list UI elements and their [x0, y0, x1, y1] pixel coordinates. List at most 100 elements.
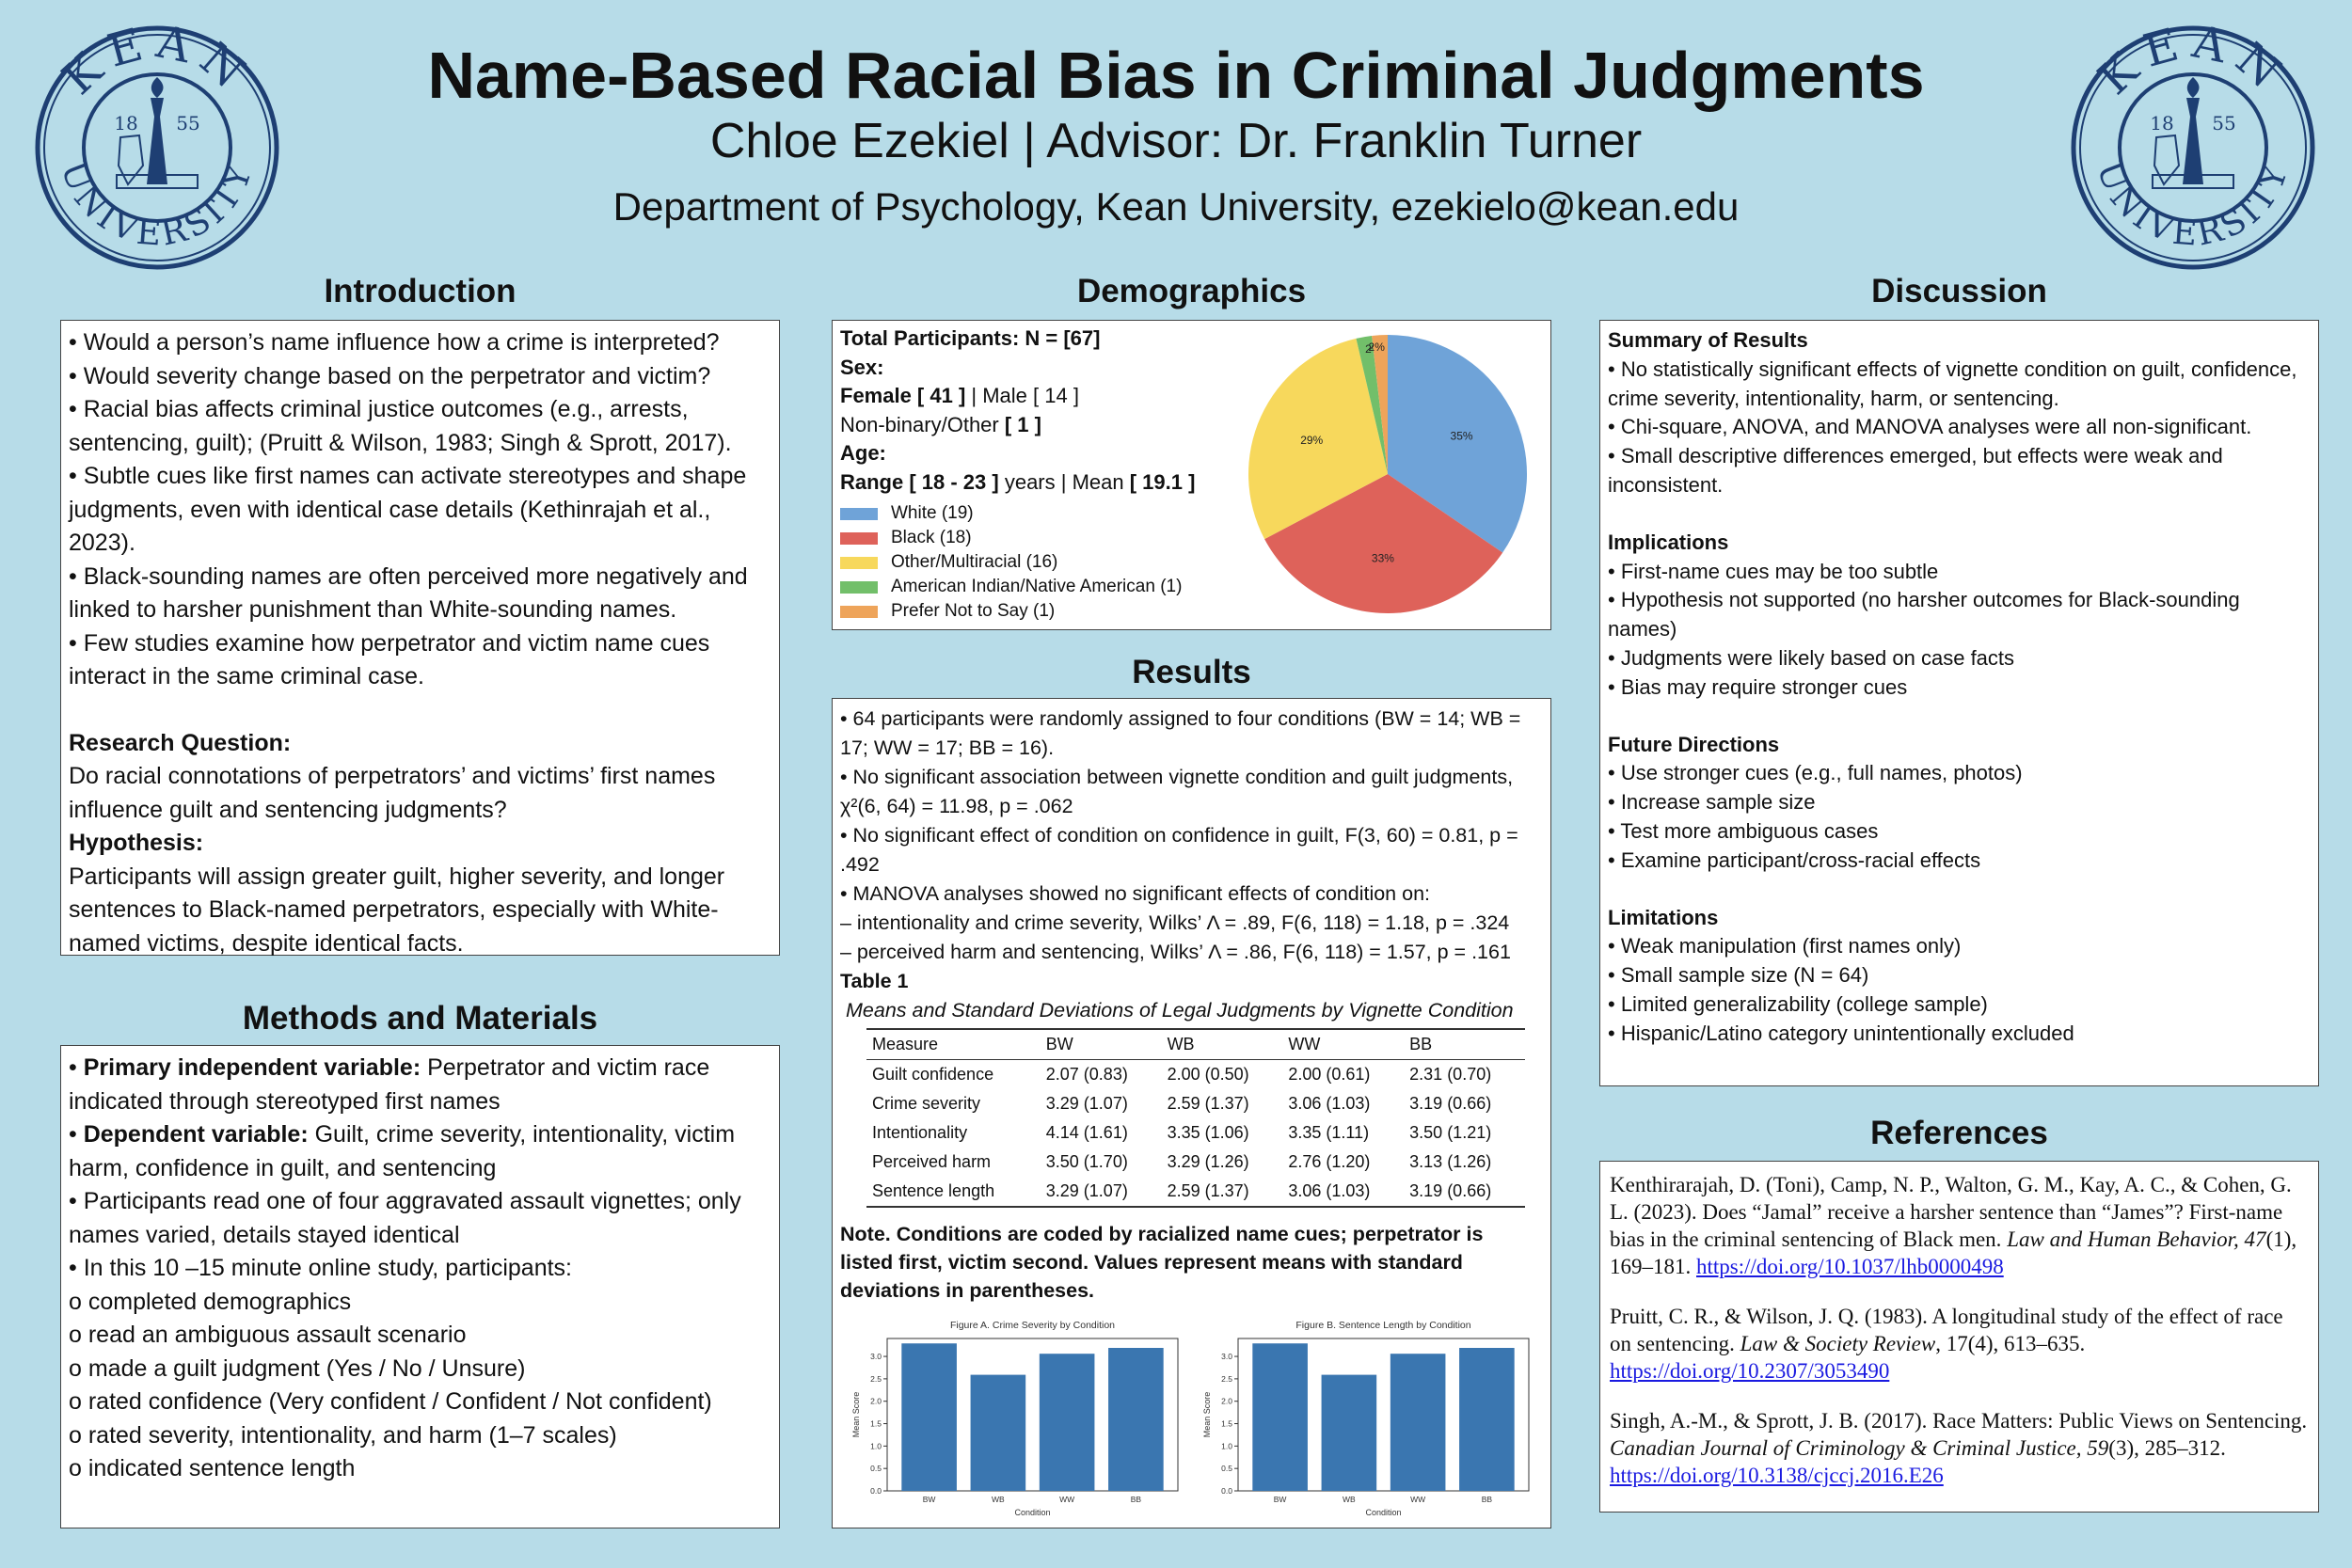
demographics-box: Total Participants: N = [67] Sex: Female… — [832, 320, 1551, 630]
legend-label: White (19) — [891, 503, 974, 523]
reference-journal: Law and Human Behavior, 47 — [2007, 1227, 2266, 1251]
introduction-box: • Would a person’s name influence how a … — [60, 320, 780, 957]
table-cell: 3.13 (1.26) — [1409, 1152, 1492, 1171]
discussion-heading: Summary of Results — [1608, 328, 1808, 352]
results-bullet: • MANOVA analyses showed no significant … — [840, 882, 1430, 905]
discussion-heading: Limitations — [1608, 905, 1719, 929]
poster-department: Department of Psychology, Kean Universit… — [612, 184, 1740, 229]
hypothesis-label: Hypothesis: — [69, 830, 204, 856]
table-row: Guilt confidence 2.07 (0.83) 2.00 (0.50) 2.… — [866, 1060, 1525, 1090]
seal-inner-ring — [2118, 72, 2268, 223]
y-tick-label: 1.5 — [1221, 1419, 1232, 1429]
y-tick-label: 0.0 — [1221, 1486, 1232, 1496]
legend-item: Other/Multiracial (16) — [840, 550, 1182, 575]
age-label: Age: — [840, 441, 886, 465]
table-row: Perceived harm 3.50 (1.70) 3.29 (1.26) 2.76… — [866, 1148, 1525, 1177]
total-participants: Total Participants: N = [67] — [840, 326, 1101, 350]
pie-slice — [1388, 335, 1527, 553]
nonbinary-count: [ 1 ] — [1004, 412, 1041, 436]
methods-subitem: o indicated sentence length — [69, 1455, 356, 1481]
table-cell: 2.00 (0.50) — [1167, 1065, 1249, 1084]
seal-ring — [2079, 34, 2307, 261]
discussion-item: • Hypothesis not supported (no harsher o… — [1608, 588, 2240, 641]
references-title: References — [1870, 1115, 2048, 1151]
references-box: Kenthirarajah, D. (Toni), Camp, N. P., W… — [1599, 1161, 2319, 1513]
intro-bullet: • Subtle cues like first names can activ… — [69, 463, 747, 556]
table-cell: 2.07 (0.83) — [1045, 1065, 1128, 1084]
y-tick-label: 0.0 — [870, 1486, 882, 1496]
table-cell: 3.29 (1.07) — [1040, 1177, 1162, 1208]
reference-text: (3), 285–312. — [2108, 1436, 2226, 1460]
table-cell: 4.14 (1.61) — [1045, 1123, 1128, 1142]
legend-item: American Indian/Native American (1) — [840, 575, 1182, 599]
discussion-item: • Increase sample size — [1608, 790, 1816, 815]
reference-text: (1), 169–181. — [1610, 1227, 2297, 1278]
table-cell: 3.19 (0.66) — [1409, 1094, 1492, 1113]
table-note: Note. Conditions are coded by racialized… — [840, 1223, 1484, 1302]
x-tick-label: WB — [1343, 1495, 1356, 1504]
reference-text: Kenthirarajah, D. (Toni), Camp, N. P., W… — [1610, 1173, 2292, 1251]
y-tick-label: 0.5 — [1221, 1464, 1232, 1473]
table-row: Sentence length 3.29 (1.07) 2.59 (1.37) 3.0… — [866, 1177, 1525, 1208]
seal-banner — [2152, 174, 2234, 189]
table-cell: Crime severity — [872, 1094, 981, 1113]
poster-title: Name-Based Racial Bias in Criminal Judgm… — [427, 39, 1925, 112]
y-tick-label: 2.0 — [1221, 1397, 1232, 1406]
discussion-item: • Use stronger cues (e.g., full names, p… — [1608, 761, 2023, 785]
bar — [1039, 1354, 1095, 1491]
legend-label: American Indian/Native American (1) — [891, 577, 1183, 596]
plot-frame — [1237, 1338, 1530, 1492]
results-bullet: • 64 participants were randomly assigned… — [840, 707, 1521, 759]
bar — [1252, 1343, 1308, 1491]
legend-label: Prefer Not to Say (1) — [891, 601, 1056, 621]
flame-icon — [151, 77, 164, 98]
methods-subitem: o read an ambiguous assault scenario — [69, 1322, 467, 1348]
bar — [1108, 1348, 1164, 1491]
table-cell: 3.35 (1.11) — [1288, 1123, 1370, 1142]
new-jersey-map-icon — [2153, 134, 2181, 186]
results-box: • 64 participants were randomly assigned… — [832, 698, 1551, 1528]
x-tick-label: BW — [923, 1495, 936, 1504]
results-bullet: • No significant effect of condition on … — [840, 824, 1518, 876]
legend-swatch — [840, 580, 878, 594]
new-jersey-map-icon — [117, 134, 145, 186]
figure-b-sentence-length-chart: Figure B. Sentence Length by Condition 0.… — [1195, 1314, 1543, 1523]
y-axis-label: Mean Score — [851, 1392, 861, 1438]
discussion-item: • Examine participant/cross-racial effec… — [1608, 847, 1981, 872]
y-tick-label: 0.5 — [870, 1464, 882, 1473]
discussion-item: • Limited generalizability (college samp… — [1608, 991, 1988, 1016]
methods-subitem: o made a guilt judgment (Yes / No / Unsu… — [69, 1354, 526, 1382]
male-count: | Male [ 14 ] — [965, 384, 1079, 407]
pie-slice-label: 29% — [1300, 434, 1323, 447]
table-cell: 3.19 (0.66) — [1404, 1177, 1525, 1208]
legend-label: Other/Multiracial (16) — [891, 552, 1058, 572]
flame-icon — [2186, 77, 2200, 98]
bar — [1459, 1348, 1515, 1491]
intro-bullet: • Few studies examine how perpetrator an… — [69, 629, 710, 690]
table-cell: 3.06 (1.03) — [1282, 1177, 1405, 1208]
table-cell: 2.59 (1.37) — [1167, 1094, 1249, 1113]
reference-text: , 17(4), 613–635. — [1935, 1332, 2086, 1355]
x-tick-label: BB — [1482, 1495, 1493, 1504]
table-header: WB — [1161, 1028, 1283, 1060]
intro-bullet: • Would severity change based on the per… — [69, 362, 711, 389]
reference-doi-link[interactable]: https://doi.org/10.1037/lhb0000498 — [1696, 1255, 2004, 1278]
results-subitem: – perceived harm and sentencing, Wilks’ … — [840, 941, 1511, 963]
intro-bullet: • Would a person’s name influence how a … — [69, 329, 720, 356]
seal-ring — [43, 34, 271, 261]
reference-doi-link[interactable]: https://doi.org/10.3138/cjccj.2016.E26 — [1610, 1464, 1944, 1487]
y-tick-label: 1.0 — [1221, 1441, 1232, 1450]
torch-icon — [2183, 98, 2203, 184]
reference-doi-link[interactable]: https://doi.org/10.2307/3053490 — [1610, 1359, 1890, 1383]
poster-authors: Chloe Ezekiel | Advisor: Dr. Franklin Tu… — [709, 114, 1643, 168]
bar — [1390, 1354, 1446, 1491]
results-subitem: – intentionality and crime severity, Wil… — [840, 911, 1510, 934]
x-axis-label: Condition — [1014, 1508, 1050, 1517]
y-tick-label: 1.5 — [870, 1419, 882, 1429]
discussion-item: • Small descriptive differences emerged,… — [1608, 444, 2223, 497]
pie-slice — [1264, 474, 1503, 613]
intro-bullet: • Black-sounding names are often perceiv… — [69, 562, 748, 624]
methods-bullet: • Participants read one of four aggravat… — [69, 1188, 741, 1248]
